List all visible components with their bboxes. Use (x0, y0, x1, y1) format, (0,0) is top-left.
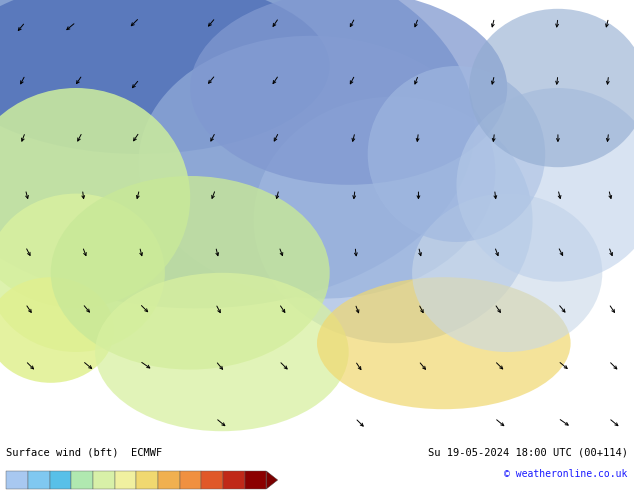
Bar (202, 471, 223, 489)
Ellipse shape (0, 277, 114, 383)
Ellipse shape (412, 194, 602, 352)
Bar (93, 471, 115, 489)
Ellipse shape (469, 9, 634, 167)
Ellipse shape (190, 0, 507, 185)
Ellipse shape (0, 88, 190, 308)
Ellipse shape (51, 176, 330, 369)
Bar (115, 471, 136, 489)
Bar (223, 471, 245, 489)
Bar (136, 471, 158, 489)
Bar (28, 471, 49, 489)
Text: Surface wind (bft)  ECMWF: Surface wind (bft) ECMWF (6, 447, 162, 458)
Ellipse shape (0, 0, 475, 308)
Ellipse shape (139, 36, 495, 298)
Ellipse shape (317, 277, 571, 409)
Ellipse shape (95, 273, 349, 431)
Bar (49, 471, 71, 489)
Ellipse shape (254, 97, 533, 343)
Text: © weatheronline.co.uk: © weatheronline.co.uk (504, 469, 628, 479)
Text: Su 19-05-2024 18:00 UTC (00+114): Su 19-05-2024 18:00 UTC (00+114) (428, 447, 628, 458)
Ellipse shape (368, 66, 545, 242)
Ellipse shape (0, 194, 165, 352)
Bar (245, 471, 266, 489)
Bar (6, 471, 28, 489)
Polygon shape (266, 471, 278, 489)
Ellipse shape (0, 0, 330, 154)
Bar (71, 471, 93, 489)
Ellipse shape (456, 88, 634, 282)
Bar (158, 471, 179, 489)
Bar (179, 471, 202, 489)
